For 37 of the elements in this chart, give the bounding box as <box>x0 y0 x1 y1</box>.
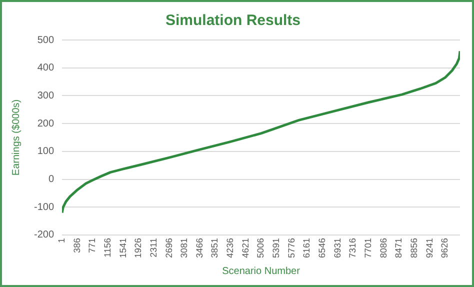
x-tick-label: 9241 <box>424 238 434 258</box>
x-tick-label: 1541 <box>118 238 128 258</box>
x-tick-label: 5006 <box>256 238 266 258</box>
x-tick-label: 9626 <box>440 238 450 258</box>
x-tick-label: 3466 <box>194 238 204 258</box>
x-tick-label: 1 <box>56 238 66 243</box>
x-tick-label: 4621 <box>240 238 250 258</box>
x-axis-title: Scenario Number <box>222 266 301 277</box>
x-tick-label: 6161 <box>302 238 312 258</box>
x-tick-label: 386 <box>72 238 82 254</box>
x-tick-label: 2696 <box>164 238 174 258</box>
y-tick-label: -200 <box>34 230 54 241</box>
x-tick-label: 8471 <box>394 238 404 258</box>
x-tick-label: 771 <box>87 238 98 254</box>
x-tick-label: 6546 <box>317 238 328 258</box>
x-tick-label: 1926 <box>133 238 144 258</box>
x-tick-label: 3081 <box>179 238 190 258</box>
y-tick-label: 200 <box>37 118 54 130</box>
y-tick-label: 300 <box>37 90 54 102</box>
x-tick-label: 7316 <box>348 238 358 258</box>
y-tick-label: 400 <box>37 62 54 74</box>
x-tick-label: 6931 <box>332 238 342 258</box>
x-tick-label: 2311 <box>148 238 158 258</box>
x-tick-label: 1156 <box>102 238 112 258</box>
y-tick-label: 0 <box>48 174 54 186</box>
x-tick-label: 5391 <box>271 238 282 258</box>
chart-title: Simulation Results <box>165 12 301 30</box>
x-tick-label: 4236 <box>225 238 236 258</box>
y-tick-label: 500 <box>37 34 54 46</box>
y-tick-label: 100 <box>37 146 54 158</box>
x-tick-label: 8086 <box>378 238 388 258</box>
x-tick-label: 5776 <box>286 238 296 258</box>
y-tick-label: -100 <box>34 202 54 213</box>
x-tick-label: 3851 <box>210 238 220 258</box>
x-tick-label: 7701 <box>362 238 373 258</box>
x-tick-label: 8856 <box>408 238 419 258</box>
y-axis-title: Earnings ($000s) <box>10 99 22 176</box>
